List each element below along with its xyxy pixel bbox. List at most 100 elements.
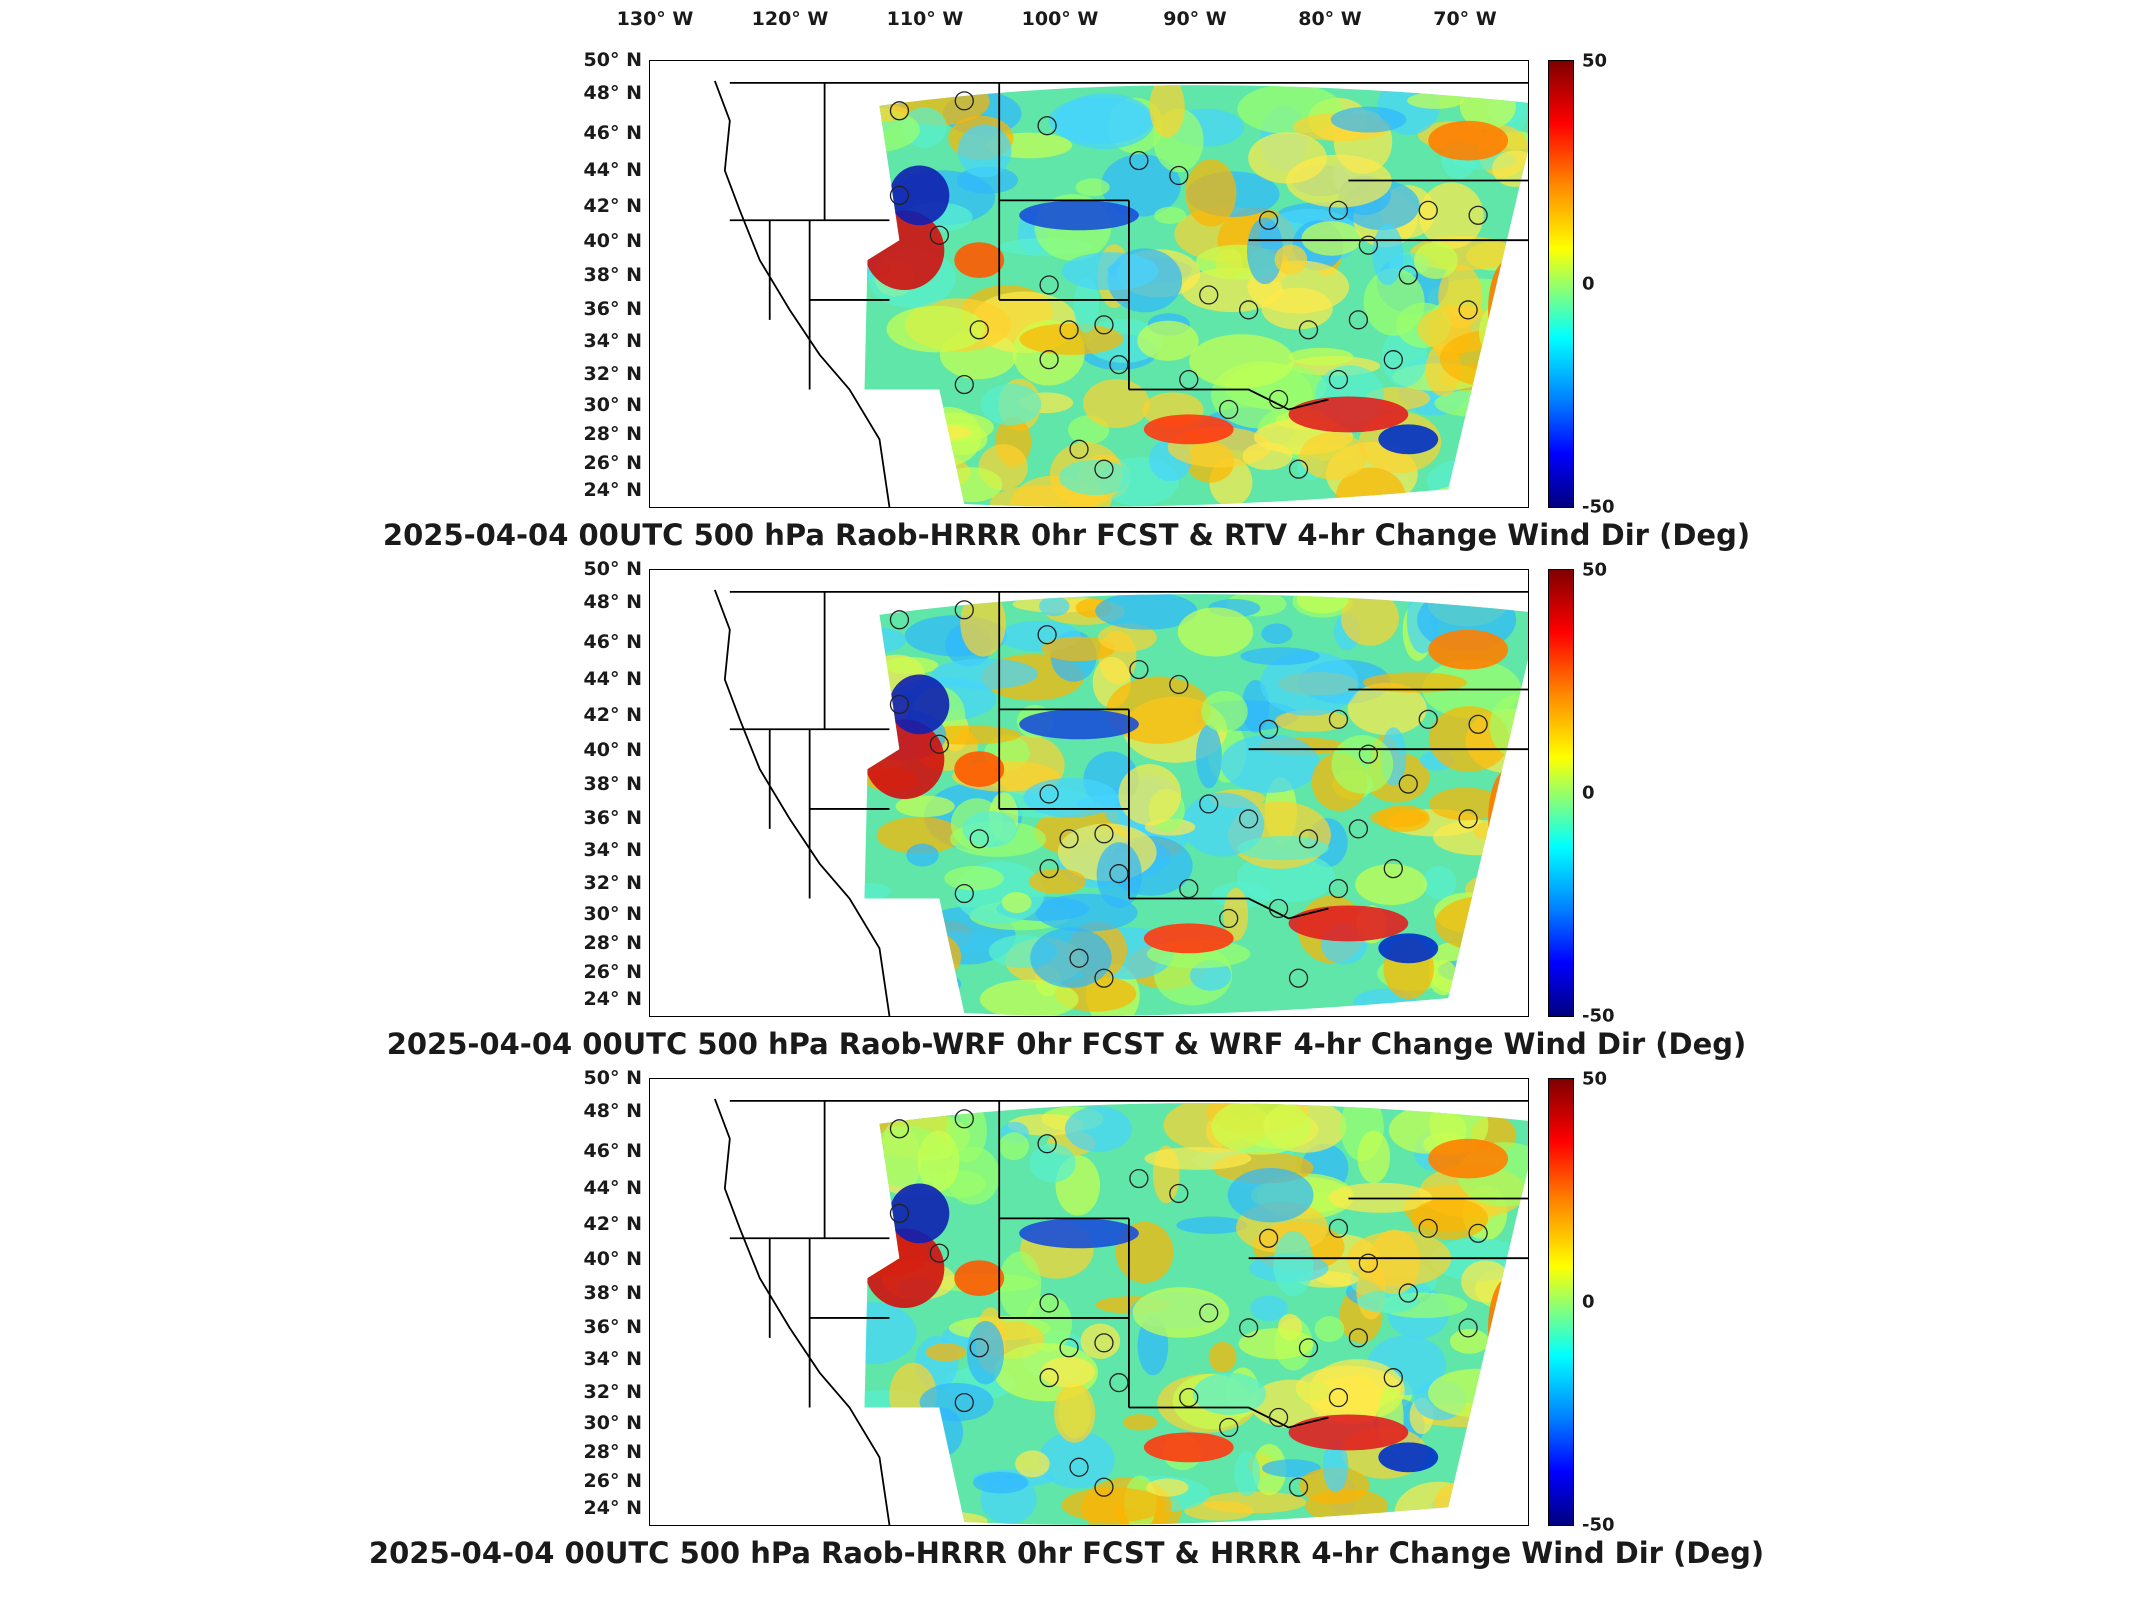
lat-label: 50° N [583,558,642,580]
raob-station-marker [1239,1318,1259,1338]
raob-station-marker [1039,784,1059,804]
panel-title: 2025-04-04 00UTC 500 hPa Raob-HRRR 0hr F… [382,518,1751,552]
lat-label: 36° N [583,298,642,320]
raob-station-marker [1383,859,1403,879]
raob-station-marker [1039,1368,1059,1388]
raob-station-marker [1468,714,1488,734]
lat-label: 24° N [583,1497,642,1519]
lat-label: 32° N [583,1381,642,1403]
colorbar-min: -50 [1582,1514,1615,1536]
map-svg [714,589,1528,1016]
raob-station-marker [1458,809,1478,829]
map-panel-1: 50 0 -50 50° N 48° N 46° N 44° N 42° N 40° N 3… [0,43,2133,553]
raob-station-marker [1129,659,1149,680]
raob-station-marker [1398,1283,1418,1303]
raob-station-marker [1179,369,1199,390]
raob-station-marker [1219,1417,1239,1438]
raob-station-marker [1039,1293,1059,1313]
lat-label: 30° N [583,1412,642,1434]
raob-station-marker [1468,1223,1488,1243]
raob-station-marker [1219,908,1239,929]
lat-label: 28° N [583,423,642,445]
lat-label: 28° N [583,932,642,954]
lat-label: 32° N [583,363,642,385]
raob-station-marker [1069,439,1089,459]
colorbar-min: -50 [1582,1005,1615,1027]
raob-station-marker [1328,200,1349,220]
raob-station-marker [1059,829,1079,849]
lat-label: 42° N [583,704,642,726]
map-svg [714,1098,1528,1525]
colorbar-max: 50 [1582,50,1608,72]
raob-station-marker [1169,165,1189,186]
lat-label: 44° N [583,159,642,181]
lat-label: 44° N [583,1177,642,1199]
lat-label: 36° N [583,807,642,829]
raob-station-marker [1037,1134,1057,1154]
lat-label: 50° N [583,1067,642,1089]
lon-label: 120° W [751,8,829,30]
raob-station-marker [1094,824,1114,844]
raob-station-marker [1094,459,1114,479]
state-boundaries [714,80,1528,507]
lat-label: 24° N [583,479,642,501]
map-area [649,1078,1529,1526]
raob-station-marker [969,1338,989,1358]
lat-label: 44° N [583,668,642,690]
raob-station-marker [1383,350,1403,370]
lat-label: 26° N [583,452,642,474]
lat-label: 38° N [583,264,642,286]
raob-station-marker [1169,1183,1189,1204]
lat-label: 40° N [583,1248,642,1270]
raob-station-marker [929,734,949,754]
raob-station-marker [1094,1333,1114,1353]
lat-label: 48° N [583,591,642,613]
lat-label: 34° N [583,1348,642,1370]
raob-station-marker [1358,1253,1378,1273]
raob-station-marker [1298,320,1319,340]
raob-station-marker [1358,744,1378,764]
lat-label: 38° N [583,773,642,795]
raob-station-marker [1398,774,1418,794]
raob-station-marker [1239,809,1259,829]
raob-station-marker [1328,1387,1349,1408]
colorbar [1548,1078,1574,1526]
lat-label: 24° N [583,988,642,1010]
raob-station-marker [1069,1457,1089,1477]
colorbar-mid: 0 [1582,1291,1595,1313]
raob-station-marker [1109,1373,1129,1393]
map-svg [714,80,1528,507]
lon-label: 100° W [1021,8,1099,30]
raob-station-marker [1348,1328,1369,1348]
raob-station-marker [1298,829,1319,849]
raob-station-marker [1199,794,1219,814]
panel-title: 2025-04-04 00UTC 500 hPa Raob-WRF 0hr FC… [386,1027,1747,1061]
raob-station-marker [969,320,989,340]
raob-station-marker [1398,265,1418,285]
raob-station-marker [1348,310,1369,330]
lat-label: 46° N [583,122,642,144]
raob-station-marker [1059,320,1079,340]
raob-station-marker [954,374,974,395]
lon-label: 70° W [1433,8,1497,30]
raob-station-marker [1418,200,1438,220]
lat-label: 42° N [583,195,642,217]
raob-station-marker [1109,355,1129,375]
raob-station-marker [889,694,910,715]
raob-station-marker [1348,819,1369,839]
lon-label: 90° W [1163,8,1227,30]
longitude-axis: 130° W 120° W 110° W 100° W 90° W 80° W … [0,8,2133,36]
raob-station-marker [1037,625,1057,645]
lat-label: 48° N [583,82,642,104]
raob-station-marker [1037,116,1057,136]
raob-station-marker [1109,864,1129,884]
lon-label: 110° W [886,8,964,30]
raob-station-marker [1458,300,1478,320]
raob-station-marker [1039,859,1059,879]
raob-station-marker [1129,1168,1149,1189]
raob-station-marker [1094,1477,1114,1497]
raob-station-marker [1328,369,1349,390]
raob-station-marker [1169,674,1189,695]
lat-label: 34° N [583,839,642,861]
raob-station-marker [1418,1218,1438,1238]
